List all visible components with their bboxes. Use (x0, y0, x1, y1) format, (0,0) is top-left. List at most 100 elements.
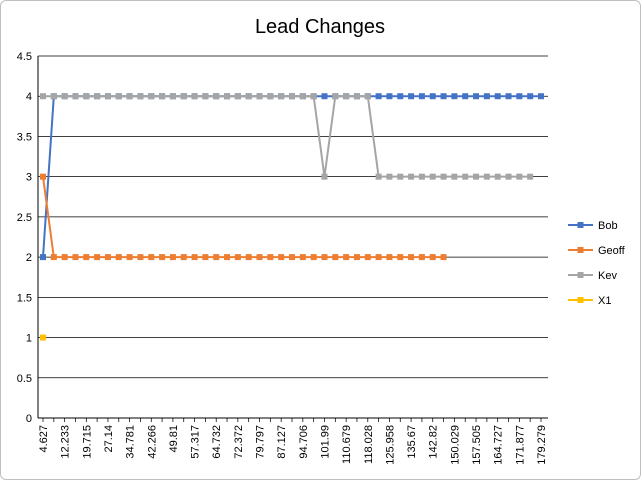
legend-marker (577, 247, 584, 253)
chart-title: Lead Changes (255, 16, 385, 38)
series-kev (40, 93, 534, 180)
series-line (43, 95, 531, 178)
data-point (483, 173, 490, 180)
y-axis-ticks: 0 0.5 1 1.5 2 2.5 3 3.5 4 4.5 (17, 51, 32, 425)
data-point (256, 254, 263, 261)
x-tick-label: 64.732 (211, 425, 223, 459)
data-point (364, 93, 371, 100)
x-tick-label: 27.14 (103, 425, 115, 453)
data-point (61, 93, 68, 100)
data-point (321, 173, 328, 180)
data-point (72, 93, 79, 100)
data-point (494, 173, 501, 180)
data-point (353, 93, 360, 100)
data-point (169, 93, 176, 100)
x-tick-label: 150.029 (449, 425, 461, 465)
data-point (115, 254, 122, 261)
data-point (40, 173, 46, 180)
legend-marker (577, 272, 584, 278)
data-point (180, 254, 187, 261)
data-point (115, 93, 122, 100)
data-point (386, 254, 393, 261)
x-tick-label: 157.505 (471, 425, 483, 465)
data-point (462, 93, 469, 100)
y-tick-label: 3 (26, 172, 32, 184)
data-point (440, 254, 447, 261)
data-point (332, 93, 339, 100)
data-point (408, 254, 415, 261)
data-point (462, 173, 469, 180)
data-point (213, 254, 220, 261)
data-point (451, 173, 458, 180)
legend-item-kev: Kev (568, 270, 617, 282)
data-point (83, 254, 90, 261)
y-tick-label: 3.5 (17, 131, 32, 143)
data-point (321, 93, 328, 100)
series-geoff (40, 173, 447, 261)
data-point (94, 93, 101, 100)
y-tick-label: 2 (26, 252, 32, 264)
data-point (213, 93, 220, 100)
data-point (397, 173, 404, 180)
data-point (50, 93, 57, 100)
data-point (278, 93, 285, 100)
legend-item-bob: Bob (568, 220, 618, 232)
data-point (40, 334, 46, 341)
x-tick-label: 19.715 (81, 425, 93, 459)
data-point (375, 93, 382, 100)
series-lines (40, 93, 544, 341)
data-point (429, 173, 436, 180)
data-point (224, 254, 231, 261)
data-point (104, 254, 111, 261)
y-tick-label: 1.5 (17, 292, 32, 304)
legend-marker (577, 297, 584, 303)
data-point (397, 254, 404, 261)
data-point (375, 254, 382, 261)
data-point (429, 254, 436, 261)
x-tick-label: 49.81 (168, 425, 180, 453)
data-point (516, 173, 523, 180)
data-point (137, 254, 144, 261)
y-tick-label: 1 (26, 333, 32, 345)
data-point (299, 254, 306, 261)
data-point (148, 93, 155, 100)
y-tick-label: 0.5 (17, 373, 32, 385)
axes (37, 56, 548, 419)
data-point (527, 93, 534, 100)
data-point (191, 93, 198, 100)
x-tick-label: 72.372 (233, 425, 245, 459)
data-point (408, 93, 415, 100)
data-point (343, 254, 350, 261)
data-point (224, 93, 231, 100)
data-point (180, 93, 187, 100)
data-point (429, 93, 436, 100)
x-tick-label: 125.958 (384, 425, 396, 465)
x-tick-label: 135.67 (406, 425, 418, 459)
data-point (40, 254, 46, 261)
legend-item-geoff: Geoff (568, 245, 626, 257)
y-tick-label: 2.5 (17, 212, 32, 224)
data-point (418, 254, 425, 261)
data-point (61, 254, 68, 261)
legend-item-x1: X1 (568, 295, 611, 307)
legend-marker (577, 222, 584, 228)
data-point (375, 173, 382, 180)
data-point (191, 254, 198, 261)
data-point (234, 93, 241, 100)
data-point (50, 254, 57, 261)
data-point (440, 93, 447, 100)
data-point (289, 254, 295, 261)
data-point (202, 254, 209, 261)
data-point (289, 93, 295, 100)
data-point (83, 93, 90, 100)
legend-label: X1 (598, 295, 611, 307)
data-point (126, 254, 133, 261)
data-point (245, 93, 252, 100)
data-point (332, 254, 339, 261)
data-point (473, 93, 480, 100)
data-point (418, 93, 425, 100)
x-tick-label: 94.706 (298, 425, 310, 459)
data-point (516, 93, 523, 100)
data-point (310, 93, 317, 100)
